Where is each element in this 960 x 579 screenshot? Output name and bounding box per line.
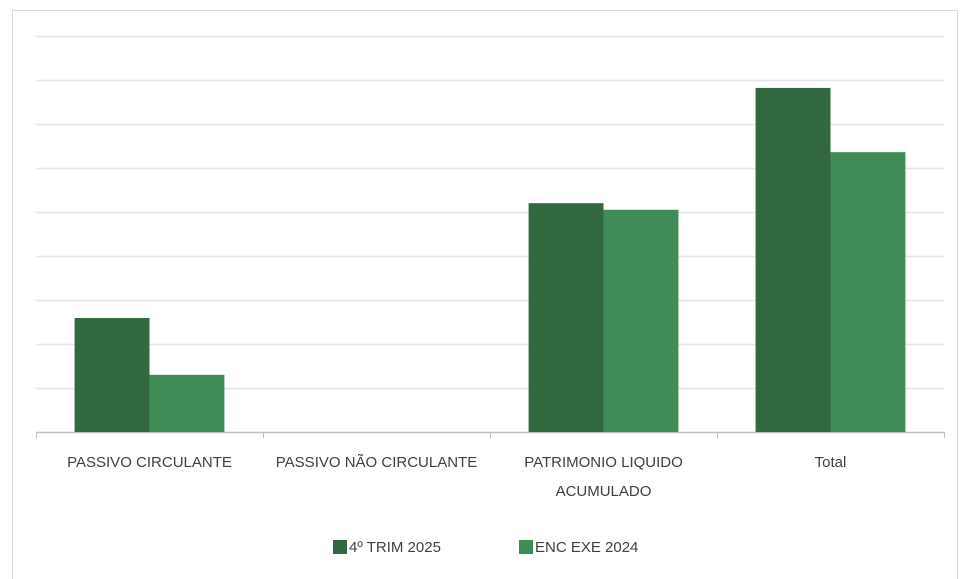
bar bbox=[830, 152, 906, 432]
bar bbox=[755, 87, 831, 433]
legend-label: ENC EXE 2024 bbox=[535, 539, 639, 556]
bar bbox=[149, 374, 225, 432]
legend-swatch bbox=[519, 540, 533, 554]
legend-label: 4º TRIM 2025 bbox=[349, 539, 441, 556]
bar bbox=[528, 203, 604, 432]
x-tick-label: Total bbox=[814, 454, 847, 471]
x-tick-label: PASSIVO NÃO CIRCULANTE bbox=[275, 454, 478, 471]
x-tick-label: PASSIVO CIRCULANTE bbox=[67, 454, 232, 471]
legend-swatch bbox=[333, 540, 347, 554]
bar bbox=[603, 209, 679, 432]
bar bbox=[74, 318, 150, 432]
x-tick-label: PATRIMONIO LIQUIDO ACUMULADO bbox=[524, 454, 683, 500]
